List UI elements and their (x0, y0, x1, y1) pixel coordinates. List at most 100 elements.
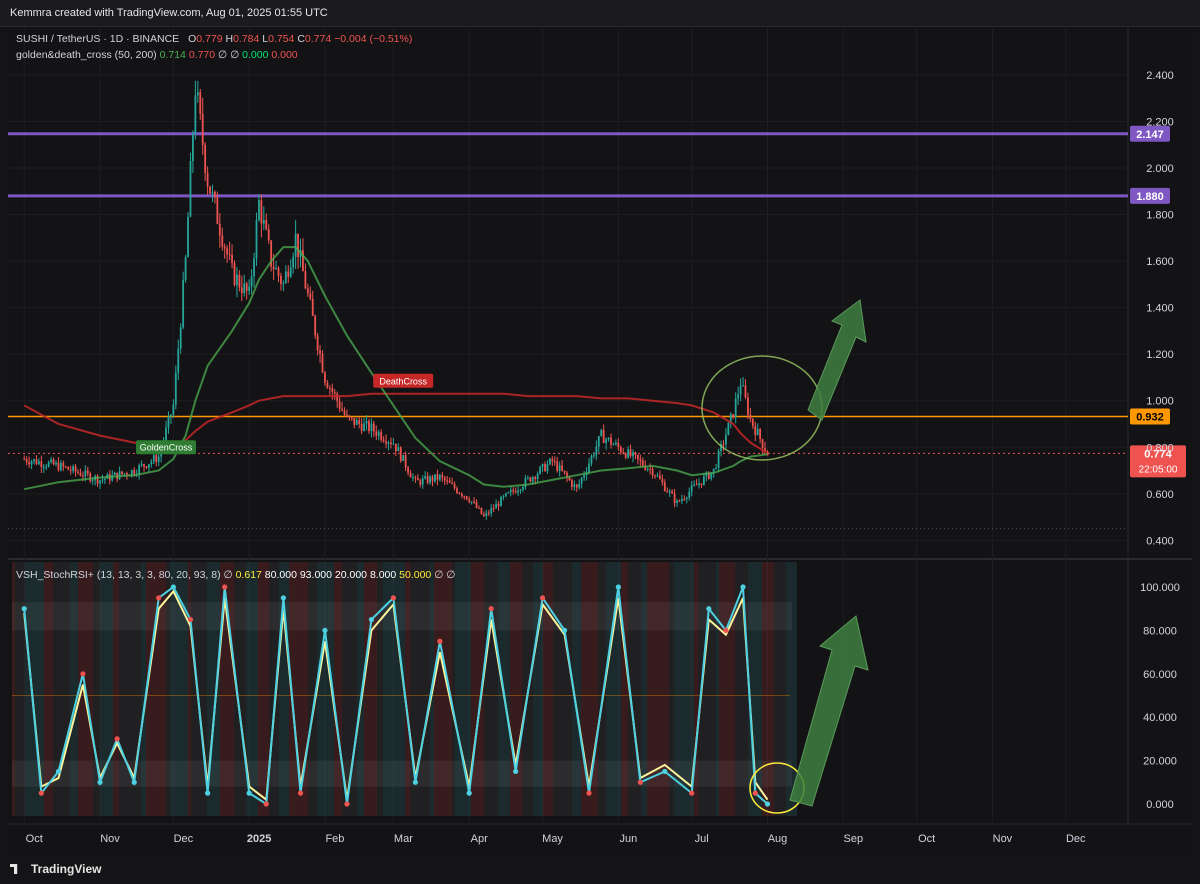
candle-body (475, 502, 478, 508)
price-tick-label: 1.000 (1146, 396, 1174, 408)
candle-body (86, 470, 89, 474)
rsi-background-stripe (493, 562, 498, 816)
candle-body (231, 254, 233, 264)
candle-body (761, 439, 764, 449)
candle-body (468, 499, 471, 502)
rsi-dot (437, 638, 443, 644)
candle-body (725, 435, 727, 445)
candle-body (478, 507, 480, 509)
attribution-text: Kemmra created with TradingView.com, Aug… (10, 7, 328, 19)
candle-body (458, 492, 461, 494)
candle-body (33, 459, 35, 462)
rsi-background-stripe (716, 562, 719, 816)
candle-body (52, 459, 55, 465)
tradingview-logo[interactable]: TradingView (10, 862, 101, 876)
rsi-dot (156, 595, 162, 601)
candle-body (443, 477, 446, 481)
time-tick-label: Apr (471, 833, 488, 845)
candle-body (756, 429, 759, 436)
rsi-dot (740, 584, 746, 590)
candle-body (747, 397, 749, 415)
ma-50-line (24, 246, 768, 491)
rsi-background-stripe (234, 562, 246, 816)
candle-body (434, 474, 436, 482)
candle-body (698, 483, 700, 485)
candle-body (218, 223, 221, 236)
rsi-background-stripe (53, 562, 58, 816)
candle-body (497, 503, 500, 507)
candle-body (402, 455, 405, 461)
rsi-dot (344, 801, 350, 807)
candle-body (465, 496, 468, 500)
rsi-value-2: 80.000 (264, 569, 297, 581)
time-tick-label: Nov (993, 833, 1013, 845)
candle-body (145, 466, 148, 468)
candle-body (223, 246, 226, 249)
rsi-background-stripe (342, 562, 346, 816)
candle-body (634, 452, 637, 455)
time-tick-label: 2025 (247, 833, 271, 845)
rsi-background-stripe (191, 562, 201, 816)
candle-body (390, 442, 392, 445)
rsi-value-3: 93.000 (299, 569, 332, 581)
candle-body (663, 482, 666, 491)
rsi-indicator-name[interactable]: VSH_StochRSI+ (13, 13, 3, 3, 80, 20, 93,… (16, 569, 221, 581)
symbol-label[interactable]: SUSHI / TetherUS · 1D · BINANCE (16, 33, 180, 45)
candle-body (590, 455, 593, 464)
candle-body (397, 447, 400, 452)
death-cross-text: DeathCross (379, 377, 427, 387)
rsi-background-stripe (322, 562, 334, 816)
rsi-background-stripe (383, 562, 396, 816)
rsi-background-stripe (719, 562, 729, 816)
candle-body (57, 462, 60, 471)
candle-body (375, 431, 378, 436)
candle-body (617, 442, 620, 447)
candle-body (529, 477, 532, 482)
rsi-background-stripe (510, 562, 518, 816)
rsi-background-stripe (786, 562, 797, 816)
candle-body (89, 473, 92, 482)
candle-body (659, 475, 661, 480)
price-tick-label: 0.400 (1146, 535, 1174, 547)
candle-body (732, 414, 735, 418)
indicator-name[interactable]: golden&death_cross (50, 200) (16, 49, 157, 61)
candle-body (248, 286, 251, 291)
rsi-background-stripe (598, 562, 606, 816)
indicator-value-2: 0.770 (188, 49, 216, 61)
candle-body (419, 480, 422, 485)
rsi-value-8: ∅ (446, 569, 456, 581)
rsi-background-stripe (276, 562, 279, 816)
indicator-value-4: ∅ (230, 49, 240, 61)
rsi-background-stripe (103, 562, 113, 816)
candle-body (35, 459, 38, 465)
candle-body (544, 464, 546, 472)
candle-body (612, 444, 615, 446)
rsi-background-stripe (757, 562, 762, 816)
rsi-dot (390, 595, 397, 601)
candle-body (438, 475, 441, 480)
candle-body (522, 486, 524, 490)
moving-averages (23, 246, 769, 491)
candle-body (531, 477, 534, 482)
candle-body (446, 480, 449, 482)
candle-body (451, 482, 453, 484)
rsi-background-stripe (220, 562, 229, 816)
rsi-dot (38, 790, 44, 796)
candle-body (622, 452, 625, 454)
rsi-background-stripe (698, 562, 709, 816)
candle-body (25, 459, 28, 463)
candle-body (157, 456, 160, 462)
rsi-dot (561, 627, 568, 634)
candle-body (321, 353, 324, 373)
rsi-background-stripe (669, 562, 674, 816)
time-axis: Oct Nov Dec 2025 Feb Mar Apr May Jun Jul Aug Sep Oct… (26, 833, 1086, 845)
candle-body (509, 489, 512, 493)
price-tick-label: 1.600 (1146, 256, 1174, 268)
candle-body (742, 385, 744, 387)
price-tick-label: 1.400 (1146, 303, 1174, 315)
price-legend: SUSHI / TetherUS · 1D · BINANCE O0.779 H… (16, 33, 412, 45)
candle-body (62, 462, 65, 467)
candle-body (77, 471, 79, 473)
candle-body (712, 468, 715, 473)
